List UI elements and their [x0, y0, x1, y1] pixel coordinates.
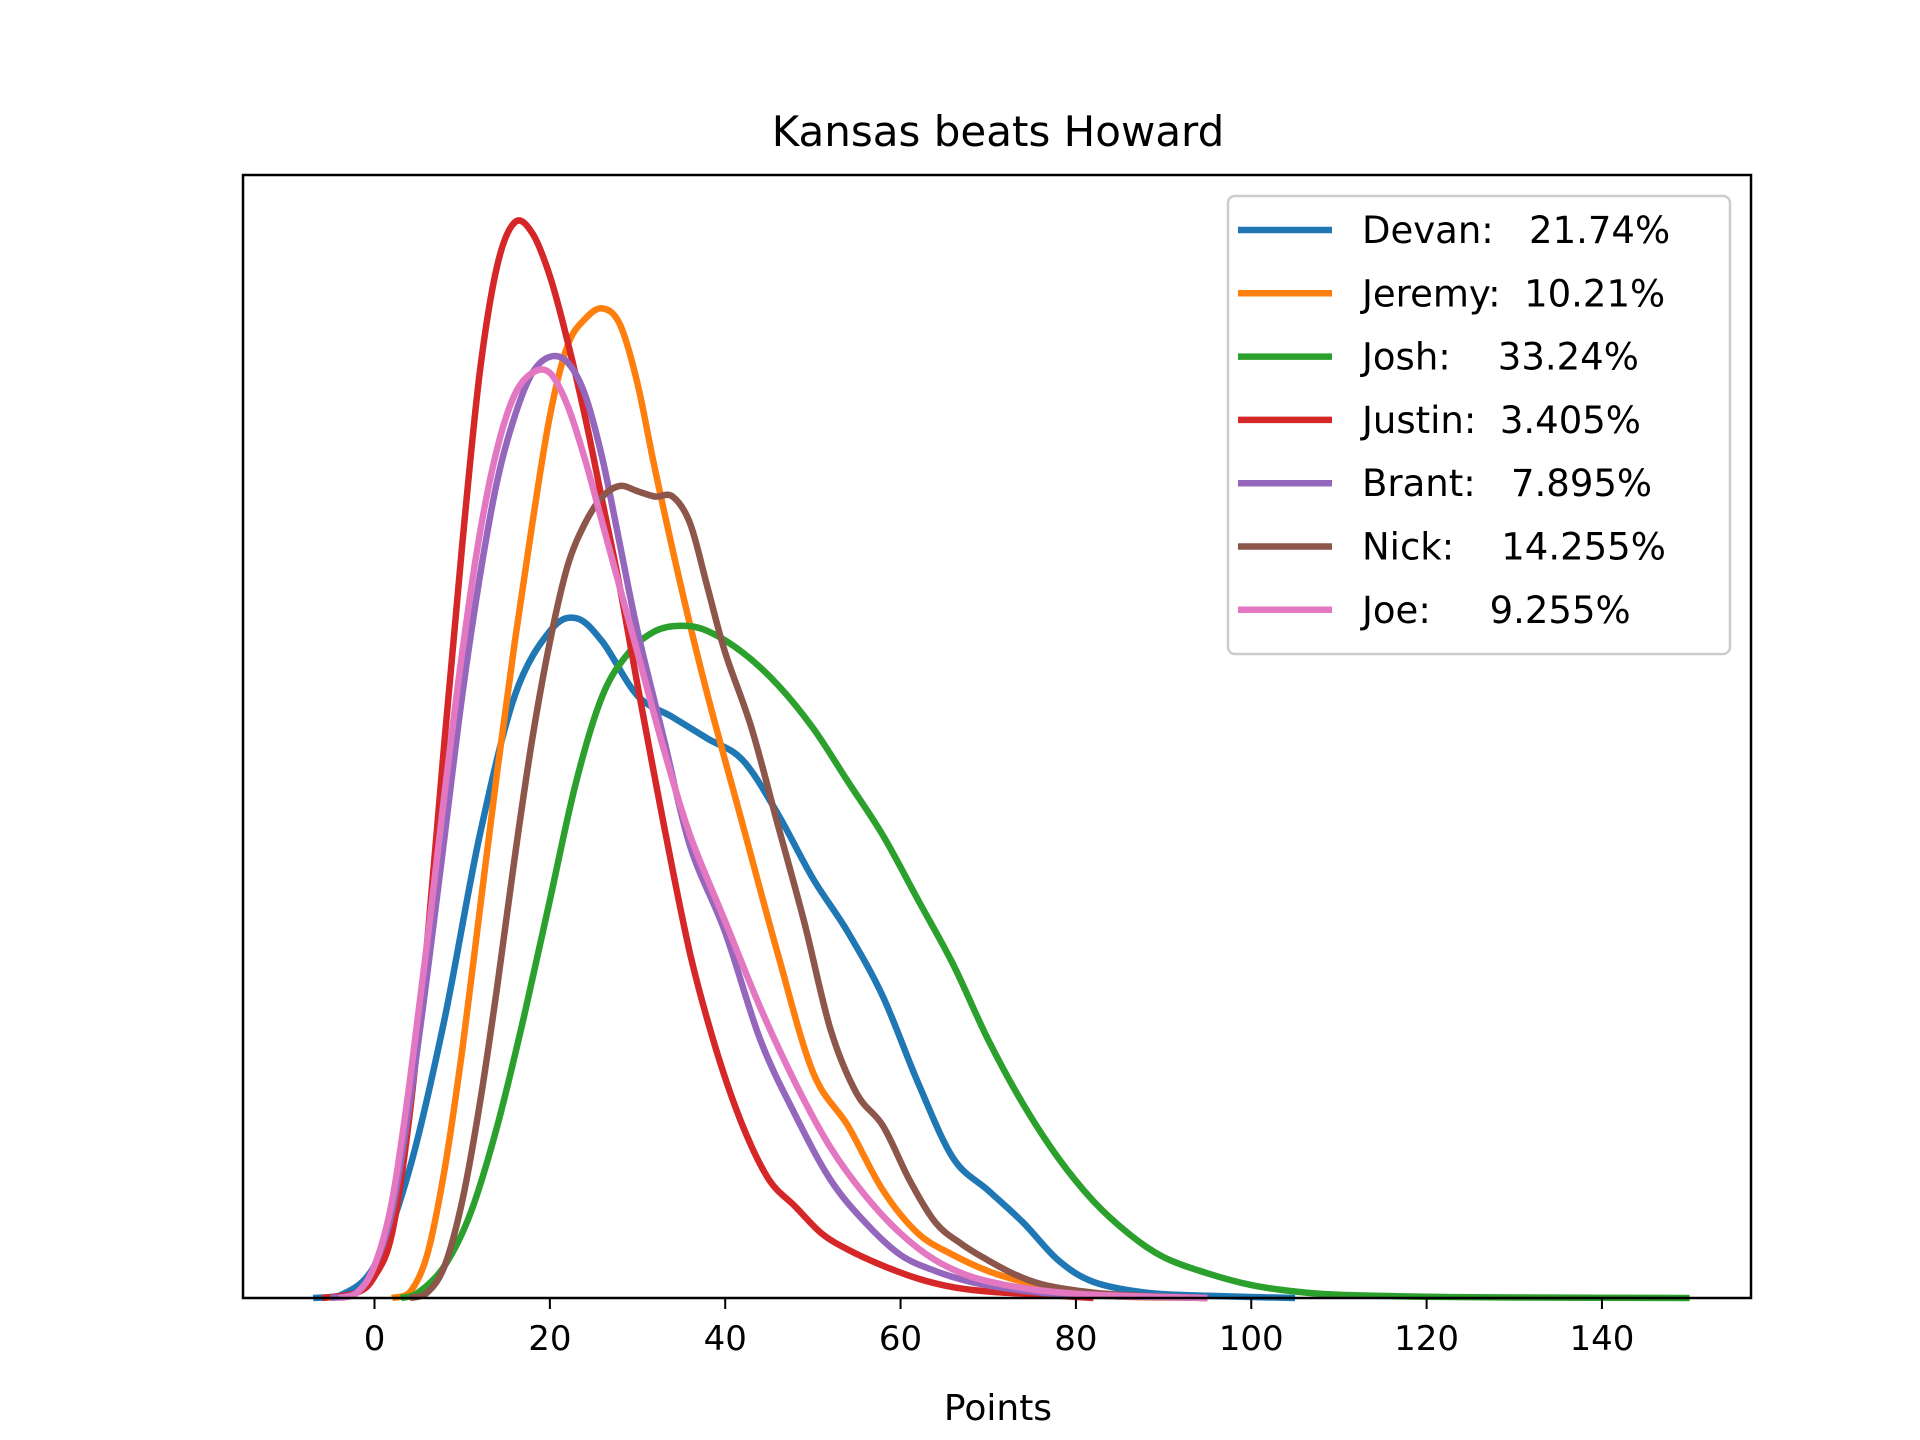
legend-label-nick: Nick: 14.255%: [1362, 526, 1666, 569]
x-tick-label: 40: [704, 1319, 747, 1359]
series-layer: [312, 217, 1690, 1302]
legend-label-joe: Joe: 9.255%: [1360, 589, 1631, 632]
x-tick-label: 60: [879, 1319, 922, 1359]
chart-title: Kansas beats Howard: [772, 107, 1225, 156]
legend-label-devan: Devan: 21.74%: [1362, 209, 1670, 252]
series-line-jeremy: [391, 305, 1208, 1302]
x-tick-label: 0: [364, 1319, 386, 1359]
legend-box: [1226, 194, 1732, 656]
series-line-joe: [338, 366, 1208, 1302]
x-tick-label: 100: [1219, 1319, 1284, 1359]
legend-label-brant: Brant: 7.895%: [1362, 462, 1652, 505]
legend: Devan: 21.74% Jeremy: 10.21% Josh: 33.24% J…: [1226, 194, 1732, 656]
x-tick-label: 140: [1570, 1319, 1635, 1359]
x-axis: 0 20 40 60 80 100 120 140: [364, 1298, 1635, 1359]
x-tick-label: 20: [528, 1319, 571, 1359]
x-tick-label: 80: [1054, 1319, 1097, 1359]
series-line-brant: [330, 352, 1208, 1302]
series-line-josh: [399, 622, 1690, 1302]
series-line-nick: [408, 482, 1208, 1302]
x-axis-label: Points: [944, 1388, 1052, 1429]
legend-label-josh: Josh: 33.24%: [1360, 336, 1639, 379]
legend-label-jeremy: Jeremy: 10.21%: [1360, 272, 1665, 315]
plot-frame: [241, 173, 1753, 1300]
legend-label-justin: Justin: 3.405%: [1360, 399, 1641, 442]
x-tick-label: 120: [1394, 1319, 1459, 1359]
